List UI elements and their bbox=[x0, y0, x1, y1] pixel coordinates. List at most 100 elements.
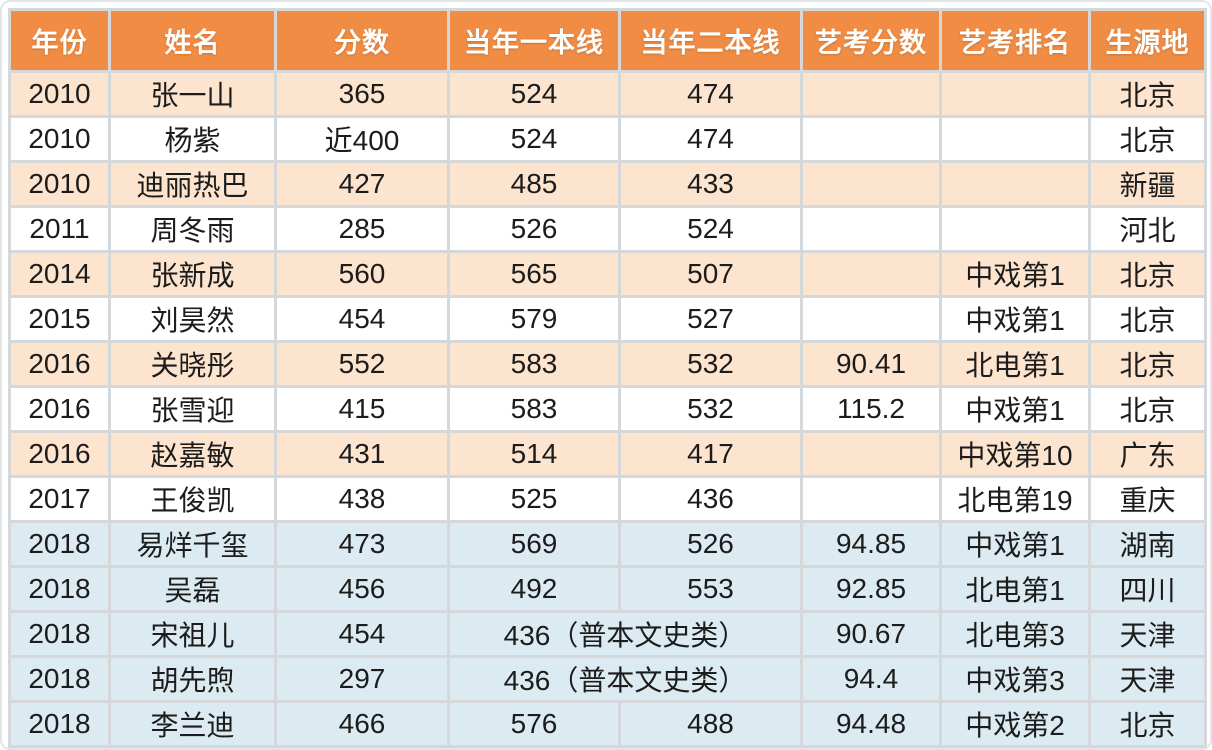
cell-score: 552 bbox=[274, 340, 450, 388]
cell-art-rank bbox=[939, 205, 1091, 253]
cell-year: 2018 bbox=[8, 700, 111, 748]
cell-tier2-line: 507 bbox=[618, 250, 803, 298]
cell-art-score: 92.85 bbox=[800, 565, 942, 613]
cell-year: 2018 bbox=[8, 655, 111, 703]
table-row: 2014 张新成 560 565 507 中戏第1 北京 bbox=[8, 250, 1207, 298]
cell-name: 吴磊 bbox=[108, 565, 277, 613]
cell-tier2-line: 532 bbox=[618, 385, 803, 433]
cell-art-rank: 中戏第1 bbox=[939, 250, 1091, 298]
cell-name: 张一山 bbox=[108, 70, 277, 118]
cell-art-score bbox=[800, 70, 942, 118]
cell-tier1-line-merged: 436（普本文史类） bbox=[447, 655, 803, 703]
cell-tier2-line: 526 bbox=[618, 520, 803, 568]
table-row: 2018 胡先煦 297 436（普本文史类） 94.4 中戏第3 天津 bbox=[8, 655, 1207, 703]
cell-tier1-line: 569 bbox=[447, 520, 621, 568]
cell-name: 关晓彤 bbox=[108, 340, 277, 388]
cell-origin: 重庆 bbox=[1088, 475, 1207, 523]
cell-score: 456 bbox=[274, 565, 450, 613]
cell-name: 杨紫 bbox=[108, 115, 277, 163]
cell-art-rank: 北电第19 bbox=[939, 475, 1091, 523]
cell-name: 张雪迎 bbox=[108, 385, 277, 433]
cell-art-score: 94.85 bbox=[800, 520, 942, 568]
cell-origin: 河北 bbox=[1088, 205, 1207, 253]
table-row: 2017 王俊凯 438 525 436 北电第19 重庆 bbox=[8, 475, 1207, 523]
cell-origin: 广东 bbox=[1088, 430, 1207, 478]
column-header-year: 年份 bbox=[8, 8, 111, 73]
column-header-art-score: 艺考分数 bbox=[800, 8, 942, 73]
cell-origin: 北京 bbox=[1088, 70, 1207, 118]
cell-art-score: 94.48 bbox=[800, 700, 942, 748]
cell-art-rank: 中戏第1 bbox=[939, 385, 1091, 433]
cell-year: 2016 bbox=[8, 340, 111, 388]
cell-origin: 北京 bbox=[1088, 295, 1207, 343]
table-row: 2015 刘昊然 454 579 527 中戏第1 北京 bbox=[8, 295, 1207, 343]
scores-table: 年份 姓名 分数 当年一本线 当年二本线 艺考分数 艺考排名 生源地 2010 张一山 365 52… bbox=[8, 8, 1207, 748]
cell-name: 李兰迪 bbox=[108, 700, 277, 748]
cell-art-score: 90.67 bbox=[800, 610, 942, 658]
cell-score: 427 bbox=[274, 160, 450, 208]
table-row: 2010 张一山 365 524 474 北京 bbox=[8, 70, 1207, 118]
cell-art-rank bbox=[939, 70, 1091, 118]
cell-origin: 新疆 bbox=[1088, 160, 1207, 208]
cell-art-score: 115.2 bbox=[800, 385, 942, 433]
cell-tier1-line: 583 bbox=[447, 340, 621, 388]
cell-year: 2010 bbox=[8, 115, 111, 163]
cell-name: 刘昊然 bbox=[108, 295, 277, 343]
column-header-name: 姓名 bbox=[108, 8, 277, 73]
cell-tier1-line: 485 bbox=[447, 160, 621, 208]
table-row: 2016 关晓彤 552 583 532 90.41 北电第1 北京 bbox=[8, 340, 1207, 388]
cell-art-rank: 中戏第1 bbox=[939, 295, 1091, 343]
cell-score: 560 bbox=[274, 250, 450, 298]
cell-score: 431 bbox=[274, 430, 450, 478]
cell-tier1-line: 514 bbox=[447, 430, 621, 478]
table-body: 2010 张一山 365 524 474 北京 2010 杨紫 近400 524 474 北京 2010… bbox=[8, 70, 1207, 748]
column-header-origin: 生源地 bbox=[1088, 8, 1207, 73]
cell-year: 2010 bbox=[8, 160, 111, 208]
cell-name: 张新成 bbox=[108, 250, 277, 298]
cell-year: 2015 bbox=[8, 295, 111, 343]
cell-score: 438 bbox=[274, 475, 450, 523]
cell-year: 2018 bbox=[8, 520, 111, 568]
cell-art-score bbox=[800, 160, 942, 208]
cell-tier1-line: 565 bbox=[447, 250, 621, 298]
cell-tier2-line: 553 bbox=[618, 565, 803, 613]
cell-score: 454 bbox=[274, 295, 450, 343]
cell-tier1-line: 524 bbox=[447, 70, 621, 118]
cell-art-rank: 北电第3 bbox=[939, 610, 1091, 658]
cell-name: 胡先煦 bbox=[108, 655, 277, 703]
cell-tier1-line: 524 bbox=[447, 115, 621, 163]
table-row: 2018 易烊千玺 473 569 526 94.85 中戏第1 湖南 bbox=[8, 520, 1207, 568]
cell-art-rank: 中戏第2 bbox=[939, 700, 1091, 748]
cell-origin: 四川 bbox=[1088, 565, 1207, 613]
table-row: 2016 张雪迎 415 583 532 115.2 中戏第1 北京 bbox=[8, 385, 1207, 433]
cell-name: 宋祖儿 bbox=[108, 610, 277, 658]
cell-tier2-line: 474 bbox=[618, 70, 803, 118]
cell-art-score bbox=[800, 430, 942, 478]
cell-art-rank bbox=[939, 160, 1091, 208]
cell-name: 易烊千玺 bbox=[108, 520, 277, 568]
cell-tier2-line: 417 bbox=[618, 430, 803, 478]
cell-tier1-line: 576 bbox=[447, 700, 621, 748]
cell-art-score bbox=[800, 250, 942, 298]
cell-score: 466 bbox=[274, 700, 450, 748]
table-header: 年份 姓名 分数 当年一本线 当年二本线 艺考分数 艺考排名 生源地 bbox=[8, 8, 1207, 73]
cell-art-rank: 北电第1 bbox=[939, 340, 1091, 388]
cell-tier2-line: 532 bbox=[618, 340, 803, 388]
cell-art-score bbox=[800, 205, 942, 253]
cell-score: 454 bbox=[274, 610, 450, 658]
cell-tier1-line: 579 bbox=[447, 295, 621, 343]
cell-tier2-line: 527 bbox=[618, 295, 803, 343]
cell-tier1-line: 583 bbox=[447, 385, 621, 433]
cell-tier2-line: 488 bbox=[618, 700, 803, 748]
cell-name: 王俊凯 bbox=[108, 475, 277, 523]
cell-tier2-line: 524 bbox=[618, 205, 803, 253]
table-row: 2010 杨紫 近400 524 474 北京 bbox=[8, 115, 1207, 163]
cell-tier2-line: 474 bbox=[618, 115, 803, 163]
cell-year: 2011 bbox=[8, 205, 111, 253]
column-header-score: 分数 bbox=[274, 8, 450, 73]
cell-origin: 北京 bbox=[1088, 250, 1207, 298]
cell-origin: 天津 bbox=[1088, 655, 1207, 703]
table-row: 2010 迪丽热巴 427 485 433 新疆 bbox=[8, 160, 1207, 208]
cell-art-score: 90.41 bbox=[800, 340, 942, 388]
cell-score: 365 bbox=[274, 70, 450, 118]
